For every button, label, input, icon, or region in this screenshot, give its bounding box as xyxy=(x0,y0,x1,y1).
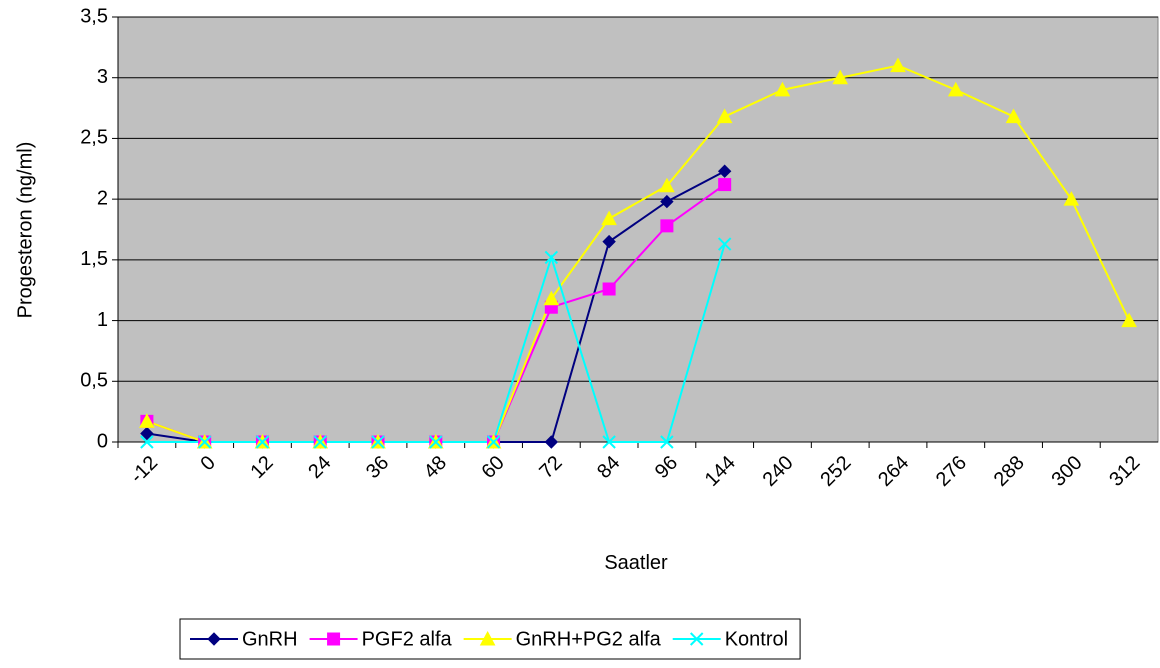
legend-label: GnRH+PG2 alfa xyxy=(516,628,662,650)
x-axis-title: Saatler xyxy=(604,552,668,574)
x-tick-label: 252 xyxy=(816,452,855,491)
x-tick-label: 264 xyxy=(874,452,913,491)
y-tick-label: 3 xyxy=(97,66,108,88)
marker xyxy=(197,435,212,449)
marker xyxy=(207,632,221,646)
marker xyxy=(544,250,559,265)
marker xyxy=(660,219,674,233)
plot-area xyxy=(117,16,1159,443)
marker xyxy=(429,435,443,449)
marker xyxy=(479,630,496,646)
marker xyxy=(717,164,732,178)
marker xyxy=(1063,191,1080,206)
x-tick-label: -12 xyxy=(126,452,162,488)
marker xyxy=(602,282,616,296)
marker xyxy=(602,435,616,449)
x-tick-label: 300 xyxy=(1047,452,1086,491)
y-tick-label: 3,5 xyxy=(80,5,108,27)
marker xyxy=(716,108,733,124)
marker xyxy=(486,435,501,449)
y-tick-label: 2,5 xyxy=(80,127,108,149)
marker xyxy=(947,81,964,97)
legend: GnRH PGF2 alfa GnRH+PG2 alfa Kontrol xyxy=(179,618,801,660)
marker xyxy=(139,413,155,428)
marker xyxy=(140,426,154,441)
x-tick-label: 240 xyxy=(759,452,798,491)
marker xyxy=(140,435,154,449)
x-tick-label: 36 xyxy=(362,452,393,483)
x-tick-label: 144 xyxy=(701,452,740,491)
marker xyxy=(544,435,559,449)
legend-label: Kontrol xyxy=(725,628,788,650)
marker xyxy=(602,234,616,249)
marker xyxy=(327,632,341,646)
marker xyxy=(689,632,704,646)
x-tick-label: 312 xyxy=(1105,452,1144,491)
y-tick-label: 0 xyxy=(97,430,108,452)
x-tick-label: 12 xyxy=(246,452,277,483)
marker xyxy=(890,57,906,73)
marker xyxy=(718,178,732,192)
y-tick-label: 0,5 xyxy=(80,370,108,392)
marker xyxy=(371,435,385,449)
marker xyxy=(255,435,270,449)
y-tick-label: 1,5 xyxy=(80,248,108,270)
x-tick-label: 276 xyxy=(932,452,971,491)
marker xyxy=(832,69,849,85)
x-tick-label: 72 xyxy=(535,452,566,483)
marker xyxy=(1005,108,1022,124)
x-tick-label: 84 xyxy=(593,452,624,483)
marker xyxy=(313,435,327,449)
y-tick-label: 1 xyxy=(97,309,108,331)
x-tick-label: 48 xyxy=(420,452,451,483)
x-tick-label: 0 xyxy=(197,452,220,475)
y-tick-label: 2 xyxy=(97,187,108,209)
marker xyxy=(543,290,560,306)
marker xyxy=(774,81,791,97)
x-tick-label: 24 xyxy=(304,452,335,483)
marker xyxy=(660,435,674,449)
x-tick-label: 60 xyxy=(478,452,509,483)
marker xyxy=(660,194,674,209)
marker xyxy=(1121,312,1137,328)
marker xyxy=(601,210,617,226)
legend-label: GnRH xyxy=(242,628,298,650)
marker xyxy=(717,237,732,251)
marker xyxy=(659,177,675,193)
y-axis-title: Progesteron (ng/ml) xyxy=(14,142,36,319)
x-tick-label: 96 xyxy=(651,452,682,483)
x-tick-label: 288 xyxy=(990,452,1029,491)
legend-label: PGF2 alfa xyxy=(362,628,453,650)
